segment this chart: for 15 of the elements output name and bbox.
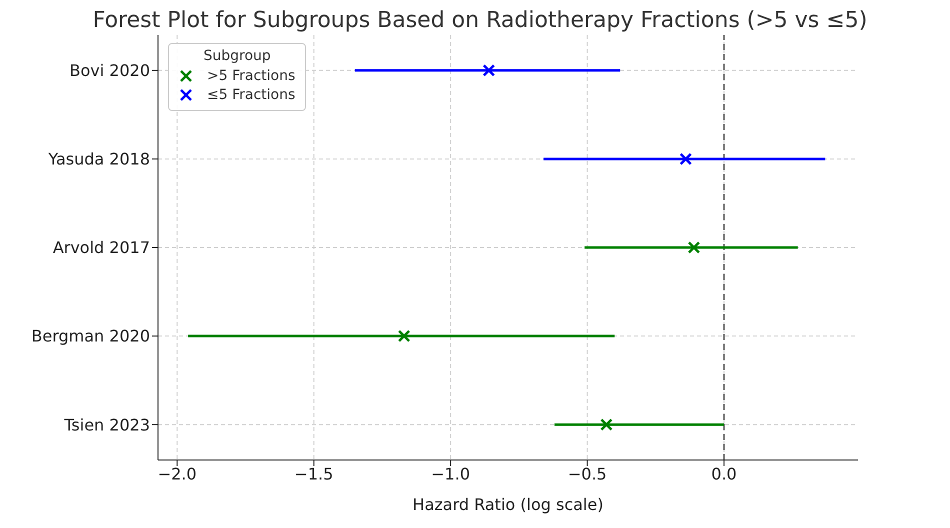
y-tick-label: Arvold 2017 (52, 238, 150, 258)
chart-title: Forest Plot for Subgroups Based on Radiotherapy Fractions (>5 vs ≤5) (92, 8, 868, 33)
x-tick-label: −1.0 (431, 464, 470, 484)
x-tick-label: 0.0 (711, 464, 737, 484)
y-tick-label: Bergman 2020 (31, 326, 150, 346)
x-tick-label: −0.5 (568, 464, 607, 484)
legend-title: Subgroup (202, 48, 272, 64)
x-axis-title: Hazard Ratio (log scale) (412, 495, 604, 514)
y-tick-label: Tsien 2023 (63, 415, 150, 434)
x-tick-label: −1.5 (294, 464, 334, 484)
x-tick-label: −2.0 (158, 464, 197, 484)
y-tick-label: Yasuda 2018 (47, 150, 150, 169)
legend-label: ≤5 Fractions (207, 87, 296, 103)
y-tick-label: Bovi 2020 (70, 61, 150, 80)
legend-label: >5 Fractions (207, 68, 296, 84)
